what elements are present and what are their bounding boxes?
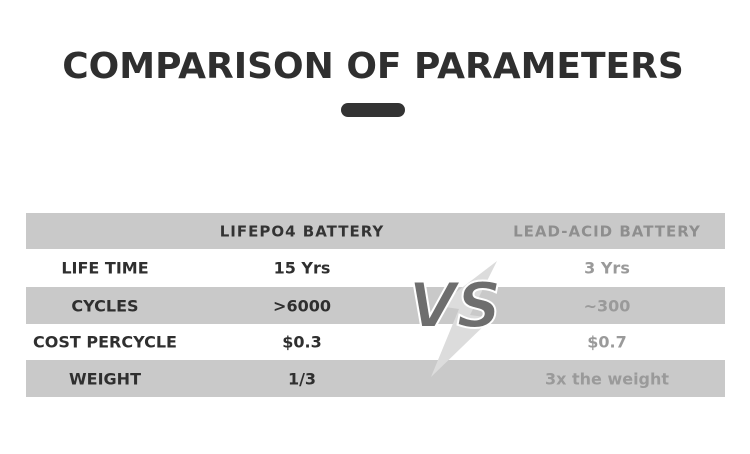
cell-value: ~300 bbox=[584, 297, 631, 316]
cell-value: $0.3 bbox=[282, 333, 321, 352]
vs-bolt bbox=[431, 261, 497, 377]
cell-value: 1/3 bbox=[288, 370, 316, 389]
row-band bbox=[26, 287, 725, 324]
table-body: LIFE TIME 15 Yrs 3 Yrs CYCLES >6000 ~300 COST … bbox=[33, 259, 669, 389]
cell-value: $0.7 bbox=[587, 333, 626, 352]
column-header: LIFEPO4 BATTERY bbox=[220, 223, 385, 241]
row-label: LIFE TIME bbox=[61, 259, 148, 278]
vs-logo: VS bbox=[409, 269, 502, 342]
cell-value: 15 Yrs bbox=[274, 259, 331, 278]
cell-value: >6000 bbox=[273, 297, 331, 316]
column-header: LEAD-ACID BATTERY bbox=[513, 223, 701, 241]
title: COMPARISON OF PARAMETERS bbox=[62, 46, 684, 87]
row-band bbox=[26, 360, 725, 397]
cell-value: 3x the weight bbox=[545, 370, 669, 389]
row-label: CYCLES bbox=[71, 297, 138, 316]
header-row bbox=[26, 213, 725, 249]
row-label: WEIGHT bbox=[69, 370, 141, 389]
cell-value: 3 Yrs bbox=[584, 259, 630, 278]
title-underline bbox=[341, 103, 405, 117]
row-label: COST PERCYCLE bbox=[33, 333, 177, 352]
